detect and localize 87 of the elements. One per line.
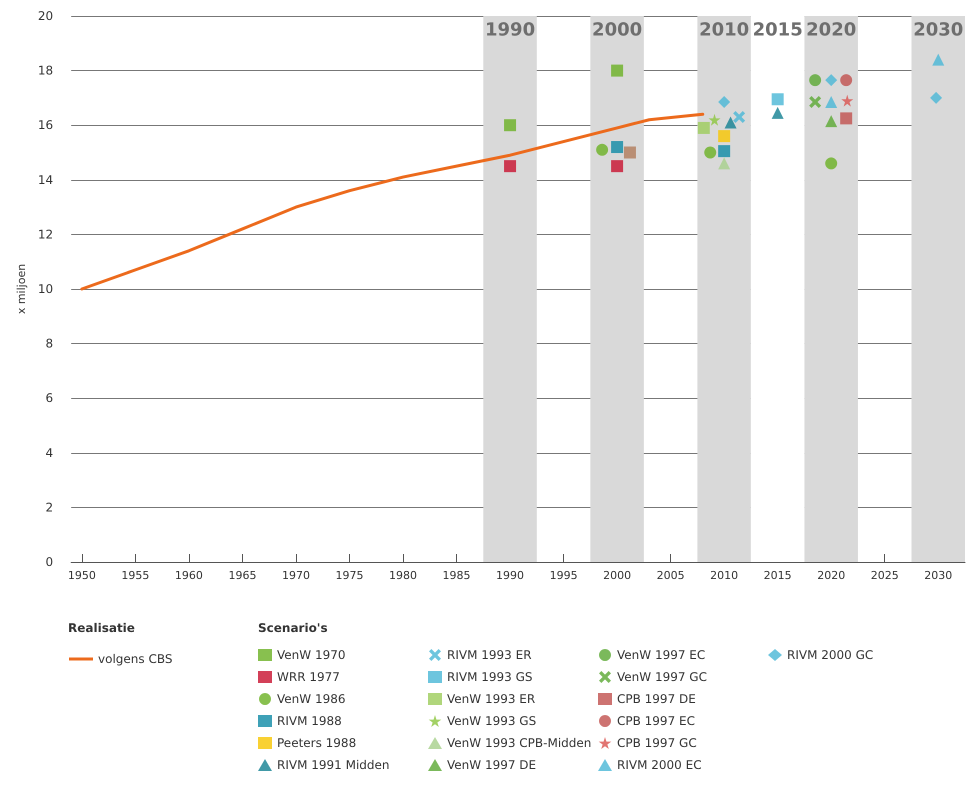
point	[733, 111, 746, 124]
y-tick-label: 4	[46, 446, 54, 460]
y-tick-label: 20	[38, 9, 54, 23]
x-tick-label: 1985	[442, 569, 471, 582]
point	[718, 145, 730, 158]
x-tick-label: 1975	[335, 569, 364, 582]
legend-label: CPB 1997 EC	[617, 714, 695, 728]
point	[825, 115, 838, 128]
point	[825, 74, 838, 86]
point	[504, 160, 516, 172]
point	[718, 130, 730, 142]
legend-label: CPB 1997 DE	[617, 692, 696, 706]
x-tick-label: 1965	[228, 569, 256, 582]
legend-label: VenW 1970	[277, 648, 346, 662]
text: Realisatie	[68, 621, 135, 635]
legend-label: VenW 1986	[277, 692, 346, 706]
legend-label: VenW 1997 DE	[447, 758, 536, 772]
point	[698, 122, 710, 134]
point	[840, 74, 852, 86]
point	[504, 119, 516, 132]
x-tick-label: 2000	[603, 569, 632, 582]
point	[841, 94, 854, 107]
legend-label: Peeters 1988	[277, 736, 356, 750]
x-tick-label: 1980	[389, 569, 418, 582]
y-axis-title: x miljoen	[15, 264, 28, 314]
point	[772, 106, 784, 119]
point	[772, 93, 784, 106]
point	[724, 116, 737, 128]
point	[708, 114, 721, 126]
point	[930, 92, 942, 104]
point	[611, 141, 624, 154]
point	[932, 54, 944, 66]
x-tick-label: 1955	[121, 569, 150, 582]
legend-label: RIVM 1988	[277, 714, 342, 728]
y-tick-label: 6	[46, 391, 54, 406]
x-tick-label: 2030	[924, 569, 952, 582]
band-label: 2020	[806, 20, 856, 40]
line-series	[80, 112, 704, 290]
legend-label: VenW 1993 GS	[447, 714, 536, 728]
point	[809, 74, 822, 86]
y-tick-label: 12	[38, 227, 54, 242]
y-tick-label: 2	[46, 500, 54, 514]
legend-label: RIVM 2000 EC	[617, 758, 702, 772]
point	[611, 160, 624, 172]
legend-title: Scenario's	[258, 621, 328, 635]
x-tick-label: 1960	[174, 569, 203, 582]
y-tick-label: 18	[38, 64, 54, 78]
y-tick-label: 0	[46, 555, 54, 569]
point	[596, 144, 608, 156]
legend-label: RIVM 1993 ER	[447, 648, 532, 662]
point	[624, 146, 636, 158]
y-tick-label: 8	[46, 336, 54, 351]
legend-label: WRR 1977	[277, 670, 340, 684]
y-tick-label: 16	[38, 118, 54, 132]
band-label: 2015	[752, 20, 803, 40]
point	[704, 146, 716, 158]
legend-label: VenW 1993 CPB-Midden	[447, 736, 592, 750]
legend-label: VenW 1993 ER	[447, 692, 536, 706]
band-label: 1990	[485, 20, 536, 40]
point	[825, 157, 838, 170]
x-tick-label: 2020	[817, 569, 846, 582]
band-label: 2000	[592, 20, 642, 40]
point	[718, 157, 730, 170]
band-label: 2010	[699, 20, 750, 40]
point	[611, 64, 624, 77]
x-tick-label: 1995	[550, 569, 578, 582]
x-tick-label: 2025	[870, 569, 899, 582]
legend-label: VenW 1997 GC	[617, 670, 707, 684]
point	[718, 96, 730, 108]
y-tick-label: 10	[38, 282, 54, 296]
band-label: 2030	[913, 20, 964, 40]
x-tick-label: 1970	[282, 569, 310, 582]
legend-label: RIVM 1993 GS	[447, 670, 533, 684]
x-tick-label: 2015	[764, 569, 792, 582]
point	[840, 112, 852, 124]
y-tick-label: 14	[38, 172, 54, 187]
point	[809, 96, 822, 108]
legend-label: RIVM 1991 Midden	[277, 758, 390, 772]
legend-label: volgens CBS	[98, 652, 172, 666]
legend-label: CPB 1997 GC	[617, 736, 697, 750]
x-tick-label: 1990	[496, 569, 524, 582]
point	[825, 96, 838, 108]
x-tick-label: 2005	[656, 569, 685, 582]
legend-label: RIVM 2000 GC	[787, 648, 874, 662]
legend-label: VenW 1997 EC	[617, 648, 706, 662]
x-tick-label: 2010	[710, 569, 738, 582]
x-tick-label: 1950	[68, 569, 96, 582]
